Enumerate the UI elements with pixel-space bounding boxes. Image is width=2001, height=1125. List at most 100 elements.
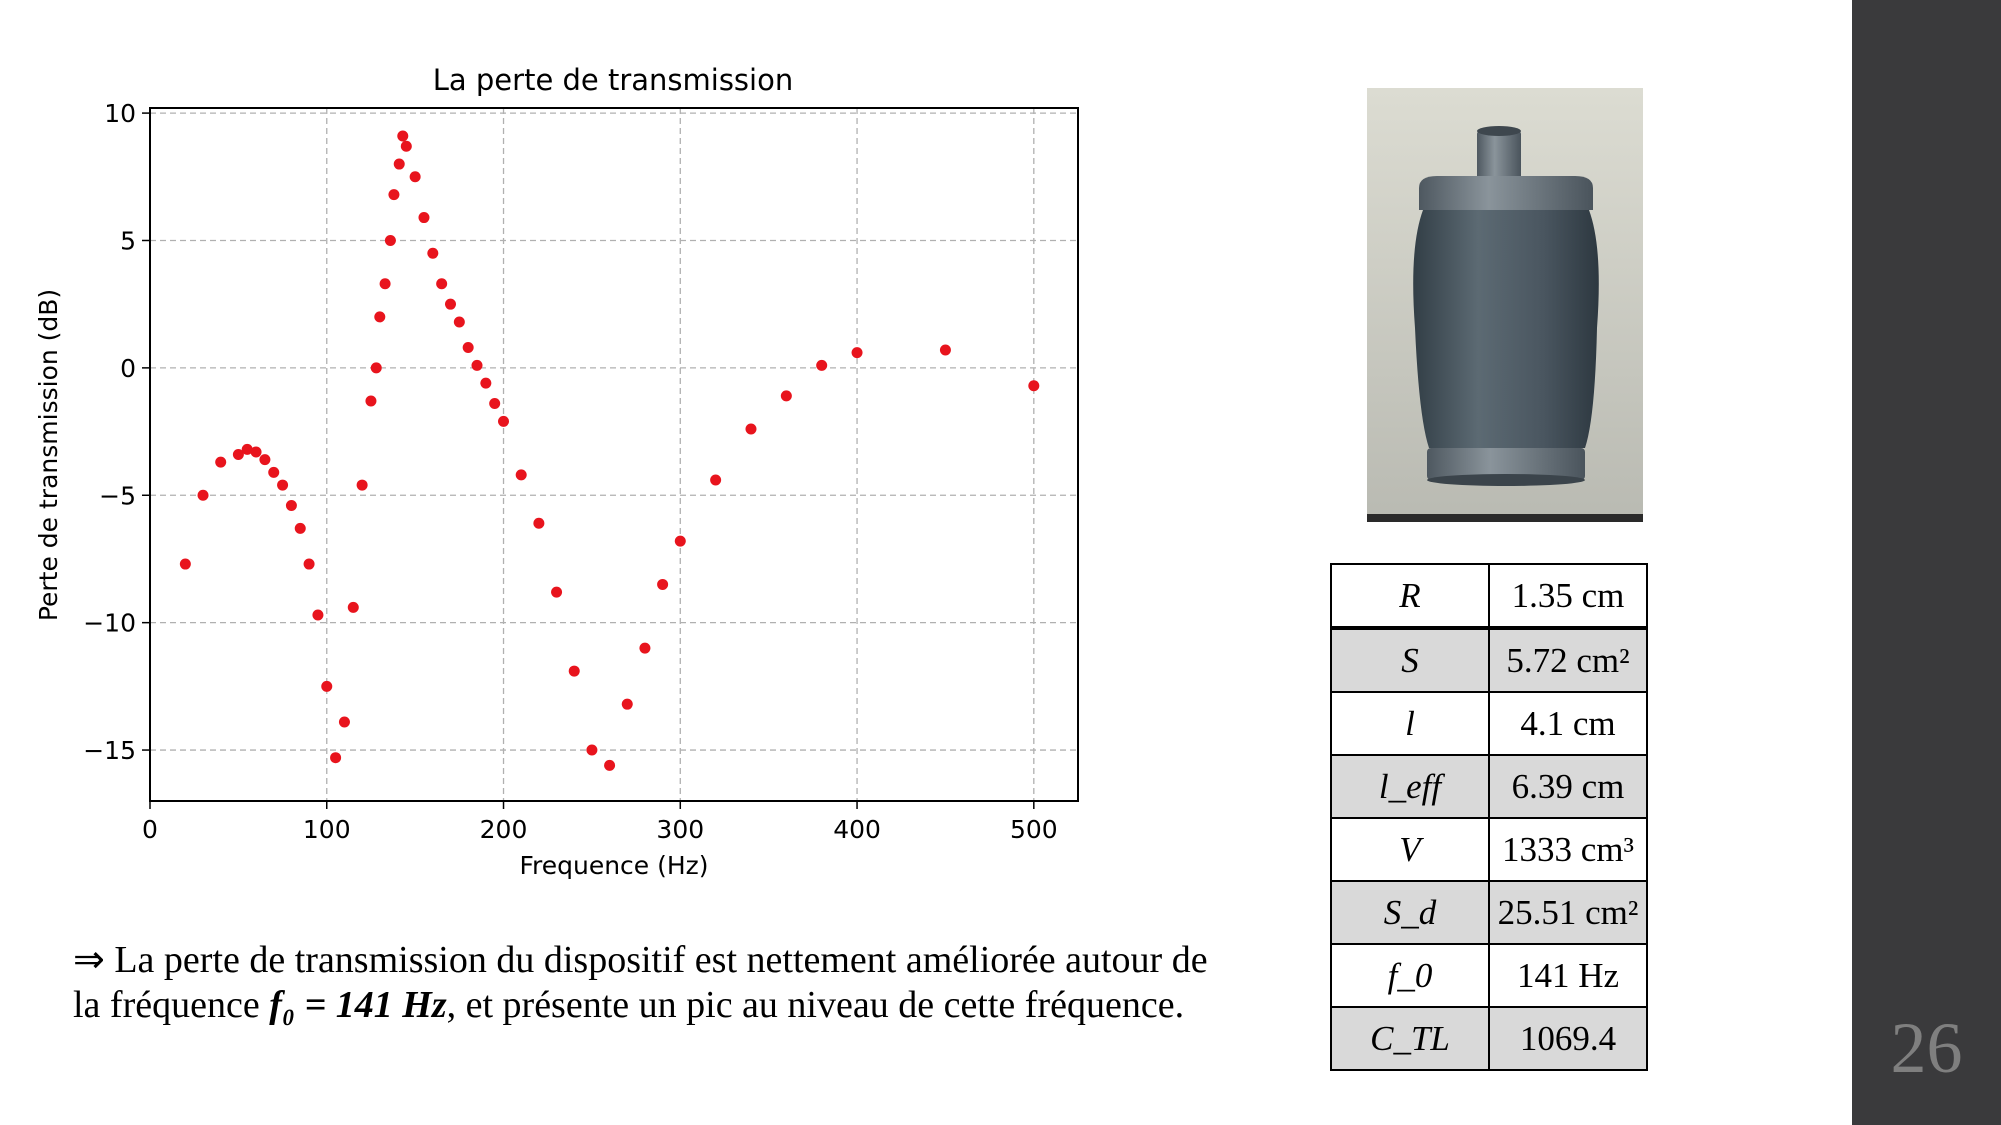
data-point: [393, 158, 405, 170]
conclusion-text: ⇒ La perte de transmission du dispositif…: [73, 938, 1233, 1028]
x-tick-label: 200: [480, 815, 528, 844]
parameters-table: R 1.35 cm S 5.72 cm² l 4.1 cm l_eff 6.39…: [1330, 563, 1648, 1071]
x-axis-label: Frequence (Hz): [519, 851, 708, 880]
data-point: [418, 212, 430, 224]
data-point: [480, 377, 492, 389]
data-point: [551, 586, 563, 598]
sidebar-band: [1852, 0, 2001, 1125]
y-tick-label: −15: [83, 736, 136, 765]
x-tick-label: 300: [656, 815, 704, 844]
x-tick-label: 400: [833, 815, 881, 844]
data-point: [241, 443, 253, 455]
data-point: [285, 499, 297, 511]
data-point: [370, 362, 382, 374]
data-point: [379, 278, 391, 290]
y-axis-label: Perte de transmission (dB): [34, 289, 63, 621]
table-row: V 1333 cm³: [1330, 817, 1648, 882]
plot-area: [150, 108, 1078, 801]
data-point: [338, 716, 350, 728]
data-point: [374, 311, 386, 323]
axis-ticks: 0 100 200 300 400 500 10 5 0 −5 −10 −15: [83, 99, 1057, 844]
data-point: [939, 344, 951, 356]
conclusion-part1: ⇒ La perte de transmission du dispositif…: [73, 939, 1208, 1026]
data-point: [586, 744, 598, 756]
conclusion-part2: , et présente un pic au niveau de cette …: [446, 984, 1185, 1026]
chart-svg: La perte de transmission 0 100 200 300 400 5 0…: [34, 63, 1079, 880]
param-symbol: l_eff: [1330, 754, 1490, 819]
data-point: [321, 680, 333, 692]
plot-frame: [149, 107, 1079, 802]
param-symbol: V: [1330, 817, 1490, 882]
param-value: 141 Hz: [1488, 943, 1648, 1008]
muffler-device-photo: [1367, 88, 1643, 522]
data-point: [489, 398, 501, 410]
data-points: [179, 130, 1040, 771]
param-symbol: S_d: [1330, 880, 1490, 945]
table-row: C_TL 1069.4: [1330, 1006, 1648, 1071]
chart-title: La perte de transmission: [433, 63, 793, 97]
data-point: [816, 359, 828, 371]
data-point: [268, 466, 280, 478]
param-symbol: l: [1330, 691, 1490, 756]
data-point: [639, 642, 651, 654]
transmission-loss-chart: La perte de transmission 0 100 200 300 400 5 0…: [0, 0, 1120, 900]
data-point: [250, 446, 262, 458]
data-point: [215, 456, 227, 468]
table-row: l 4.1 cm: [1330, 691, 1648, 756]
data-point: [498, 415, 510, 427]
data-point: [409, 171, 421, 183]
data-point: [427, 247, 439, 259]
data-point: [400, 140, 412, 152]
data-point: [780, 390, 792, 402]
data-point: [384, 234, 396, 246]
table-row: S 5.72 cm²: [1330, 627, 1648, 693]
data-point: [365, 395, 377, 407]
data-point: [388, 189, 400, 201]
data-point: [330, 752, 342, 764]
data-point: [621, 698, 633, 710]
data-point: [347, 601, 359, 613]
data-point: [294, 522, 306, 534]
data-point: [259, 454, 271, 466]
data-point: [1028, 380, 1040, 392]
data-point: [356, 479, 368, 491]
y-tick-label: 5: [120, 226, 136, 255]
data-point: [397, 130, 409, 142]
data-point: [568, 665, 580, 677]
data-point: [444, 298, 456, 310]
y-tick-label: 10: [104, 99, 136, 128]
data-point: [710, 474, 722, 486]
data-point: [179, 558, 191, 570]
param-value: 6.39 cm: [1488, 754, 1648, 819]
param-value: 1069.4: [1488, 1006, 1648, 1071]
param-symbol: C_TL: [1330, 1006, 1490, 1071]
data-point: [197, 489, 209, 501]
conclusion-formula: f₀ = 141 Hz: [269, 984, 447, 1026]
data-point: [462, 341, 474, 353]
table-row: R 1.35 cm: [1330, 563, 1648, 630]
x-tick-label: 100: [303, 815, 351, 844]
data-point: [745, 423, 757, 435]
data-point: [851, 347, 863, 359]
table-row: f_0 141 Hz: [1330, 943, 1648, 1008]
param-value: 1333 cm³: [1488, 817, 1648, 882]
param-value: 1.35 cm: [1488, 563, 1648, 630]
data-point: [471, 359, 483, 371]
data-point: [657, 578, 669, 590]
data-point: [453, 316, 465, 328]
data-point: [312, 609, 324, 621]
data-point: [232, 449, 244, 460]
param-value: 25.51 cm²: [1488, 880, 1648, 945]
x-tick-label: 0: [142, 815, 158, 844]
y-tick-label: −5: [99, 481, 136, 510]
param-symbol: S: [1330, 627, 1490, 693]
param-value: 4.1 cm: [1488, 691, 1648, 756]
data-point: [604, 759, 616, 771]
param-symbol: f_0: [1330, 943, 1490, 1008]
y-tick-label: 0: [120, 354, 136, 383]
data-point: [533, 517, 545, 529]
data-point: [277, 479, 289, 491]
data-point: [515, 469, 527, 481]
param-symbol: R: [1330, 563, 1490, 630]
table-row: S_d 25.51 cm²: [1330, 880, 1648, 945]
